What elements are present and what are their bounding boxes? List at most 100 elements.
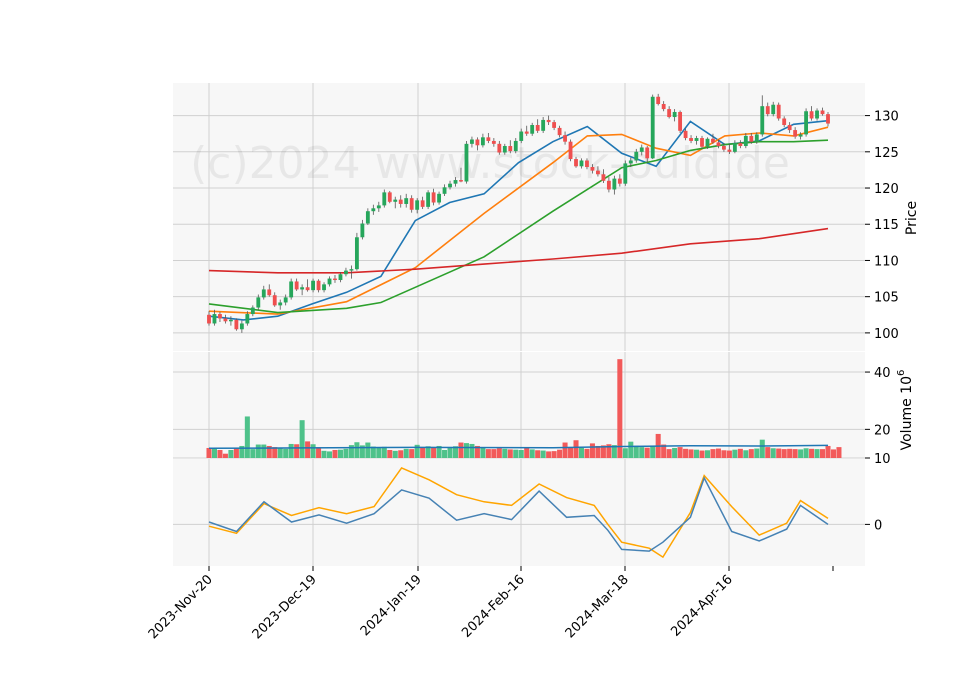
volume-bar bbox=[677, 447, 683, 458]
volume-bar bbox=[354, 442, 360, 458]
candle-body bbox=[793, 130, 798, 137]
volume-bar bbox=[825, 445, 831, 458]
candle-body bbox=[826, 114, 830, 124]
candlestick bbox=[513, 138, 518, 154]
candle-body bbox=[398, 199, 403, 204]
candle-body bbox=[322, 284, 326, 291]
candlestick bbox=[563, 131, 567, 145]
oscillator-line-2 bbox=[208, 476, 829, 552]
volume-bar bbox=[272, 447, 278, 458]
candle-body bbox=[743, 135, 748, 147]
candle-body bbox=[656, 96, 661, 105]
candle-body bbox=[787, 125, 792, 131]
candlestick bbox=[333, 274, 337, 283]
candle-body bbox=[574, 159, 578, 167]
candlestick bbox=[486, 132, 491, 144]
candlestick bbox=[826, 111, 830, 127]
volume-bar bbox=[765, 447, 771, 458]
volume-bar bbox=[507, 449, 513, 458]
volume-bar bbox=[310, 444, 316, 458]
candlestick bbox=[272, 292, 277, 307]
candle-body bbox=[497, 143, 502, 153]
volume-bar bbox=[376, 447, 382, 458]
candle-body bbox=[535, 125, 540, 131]
candle-body bbox=[349, 269, 354, 271]
volume-bar bbox=[820, 449, 826, 458]
candle-body bbox=[261, 289, 266, 298]
candle-body bbox=[311, 280, 315, 291]
volume-bar bbox=[469, 443, 475, 458]
candle-body bbox=[815, 110, 819, 119]
volume-bar bbox=[305, 441, 311, 458]
candle-body bbox=[344, 270, 348, 275]
candle-body bbox=[563, 135, 567, 142]
volume-bar bbox=[431, 447, 437, 458]
volume-bar bbox=[266, 445, 272, 458]
moving-average-line-2 bbox=[208, 126, 829, 315]
candlestick bbox=[541, 117, 546, 133]
candlestick bbox=[453, 177, 458, 187]
candlestick bbox=[261, 285, 266, 300]
candle-body bbox=[404, 198, 409, 204]
x-tick-label: 2024-Apr-16 bbox=[668, 572, 735, 639]
candle-body bbox=[513, 140, 518, 152]
candle-body bbox=[228, 319, 233, 322]
candle-body bbox=[661, 104, 666, 110]
candle-body bbox=[426, 192, 431, 207]
candlestick bbox=[426, 190, 431, 210]
candle-body bbox=[393, 199, 398, 202]
volume-panel bbox=[173, 352, 865, 458]
candlestick bbox=[579, 158, 584, 169]
volume-bar bbox=[589, 443, 595, 458]
volume-bar bbox=[332, 449, 338, 458]
candle-body bbox=[689, 138, 693, 141]
candlestick bbox=[798, 132, 803, 140]
volume-bar bbox=[463, 443, 469, 458]
volume-bar bbox=[370, 446, 376, 458]
volume-bar bbox=[255, 444, 261, 458]
volume-bar bbox=[518, 449, 524, 458]
candle-body bbox=[431, 192, 436, 203]
candle-body bbox=[765, 106, 770, 115]
volume-bar bbox=[392, 450, 398, 458]
candlestick bbox=[480, 133, 485, 148]
candlestick bbox=[524, 125, 529, 136]
candlestick bbox=[754, 132, 759, 144]
volume-bar bbox=[228, 449, 234, 458]
volume-bar bbox=[617, 359, 623, 458]
candlestick bbox=[508, 140, 513, 154]
candle-body bbox=[617, 178, 622, 184]
volume-bar bbox=[398, 450, 404, 458]
candle-body bbox=[711, 138, 715, 143]
candle-body bbox=[333, 278, 337, 281]
candlestick bbox=[360, 219, 365, 240]
volume-bar bbox=[365, 442, 371, 458]
candle-body bbox=[700, 138, 704, 147]
candlestick bbox=[552, 119, 557, 131]
volume-bar bbox=[452, 446, 459, 458]
volume-bar bbox=[633, 445, 639, 458]
candlestick bbox=[771, 101, 776, 117]
candle-body bbox=[300, 287, 305, 290]
candlestick bbox=[700, 135, 704, 149]
candle-body bbox=[409, 198, 414, 210]
volume-bar bbox=[781, 449, 787, 458]
volume-bar bbox=[754, 448, 760, 458]
volume-bar bbox=[447, 447, 453, 458]
candlestick bbox=[212, 309, 217, 326]
volume-bar bbox=[211, 448, 217, 458]
candlestick bbox=[722, 143, 726, 152]
price-tick-label: 100 bbox=[874, 327, 899, 342]
volume-bar bbox=[546, 451, 552, 458]
candle-body bbox=[267, 289, 272, 296]
candlestick bbox=[590, 164, 595, 174]
candle-body bbox=[382, 192, 387, 206]
candlestick bbox=[294, 278, 299, 291]
candlestick bbox=[228, 316, 233, 326]
price-tick-label: 105 bbox=[874, 291, 899, 306]
candlestick bbox=[519, 128, 524, 144]
candlestick bbox=[672, 109, 677, 122]
volume-bar bbox=[458, 442, 464, 458]
candle-body bbox=[316, 280, 321, 291]
